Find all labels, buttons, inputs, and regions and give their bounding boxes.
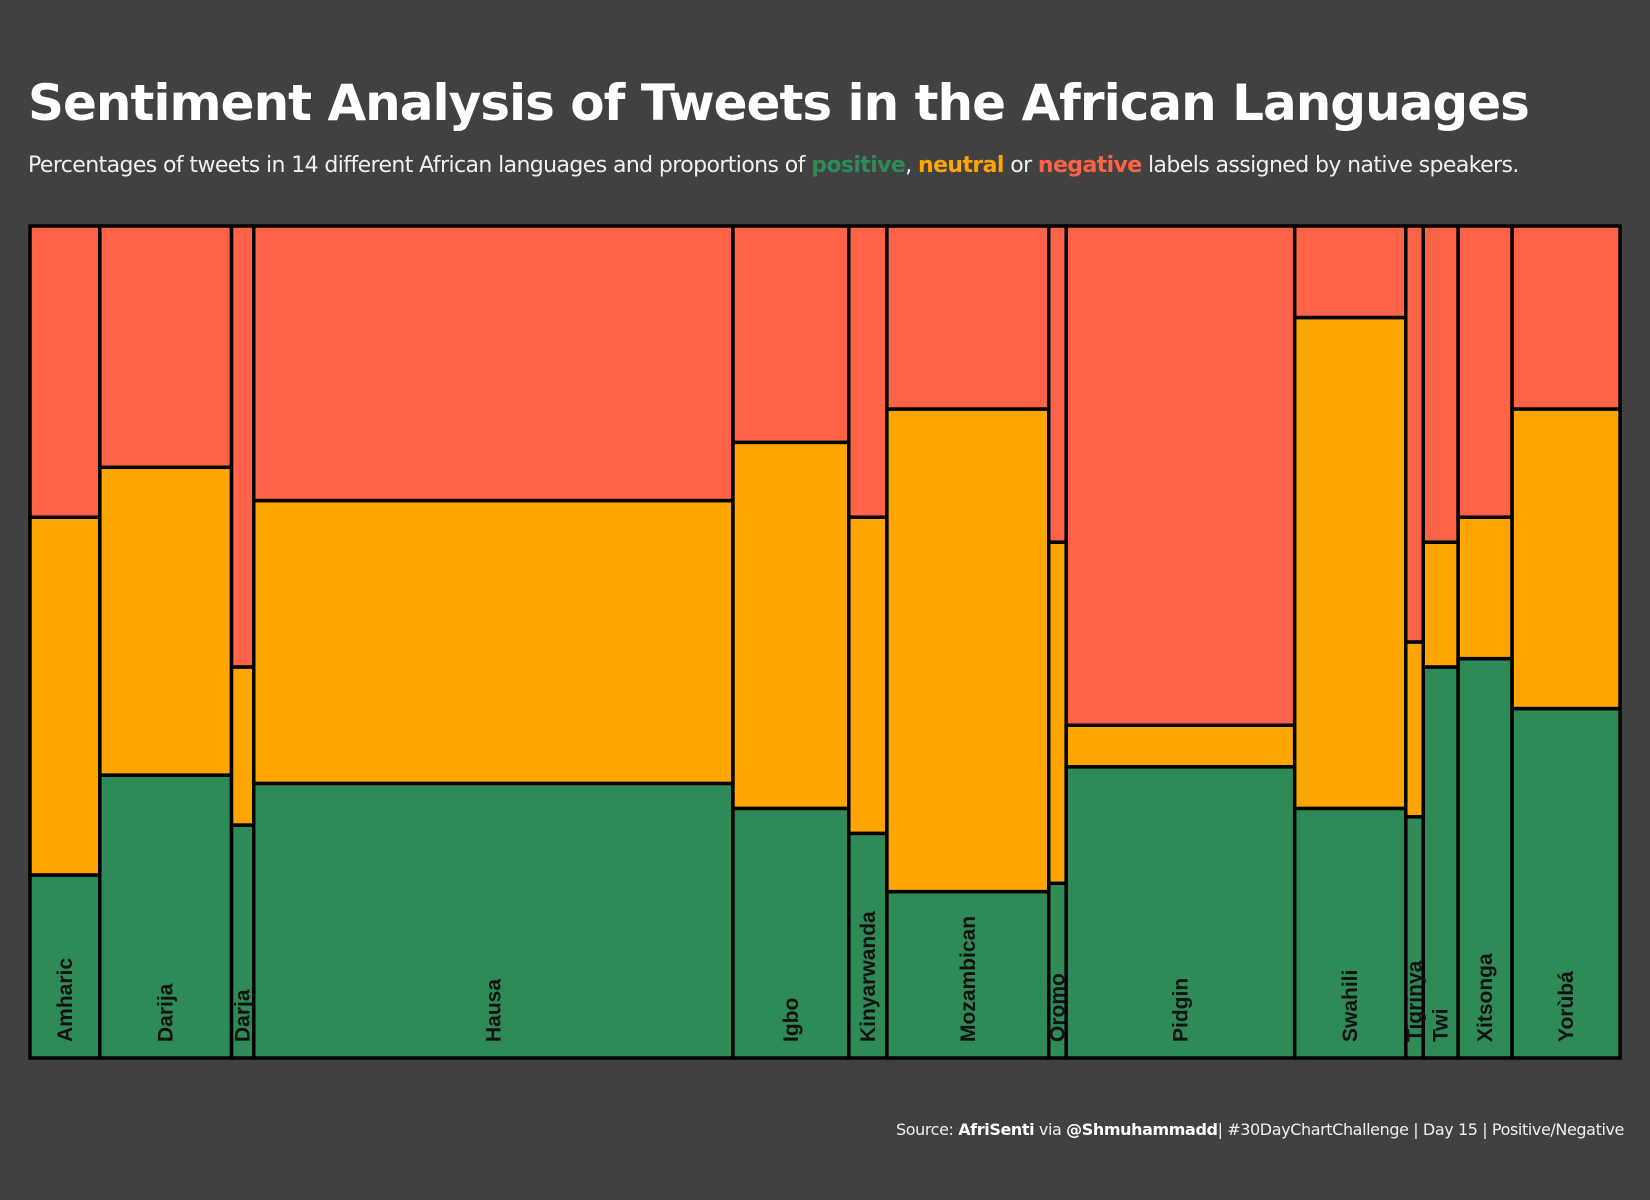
cell-positive-3 [251, 781, 735, 1060]
chart-labels: Amharic Darija Darja Hausa Igbo Kinyarwanda Mo… [54, 911, 1578, 1042]
subtitle-negative: negative [1037, 153, 1142, 178]
caption-via: via [1034, 1120, 1067, 1139]
cell-neutral-4 [731, 440, 851, 811]
chart-title: Sentiment Analysis of Tweets in the Afri… [28, 74, 1530, 132]
cell-negative-12 [1456, 224, 1514, 519]
category-label-7: Oromo [1046, 973, 1069, 1042]
cell-negative-0 [28, 224, 102, 519]
cell-negative-6 [885, 224, 1051, 411]
category-label-4: Igbo [780, 998, 803, 1042]
cell-neutral-5 [847, 515, 889, 836]
chart-subtitle: Percentages of tweets in 14 different Af… [28, 153, 1519, 178]
cell-positive-12 [1456, 656, 1514, 1060]
cell-neutral-10 [1404, 640, 1425, 819]
category-label-9: Swahili [1339, 970, 1362, 1042]
cell-neutral-11 [1421, 540, 1460, 669]
category-label-0: Amharic [54, 958, 77, 1042]
cell-negative-1 [98, 224, 234, 470]
subtitle-prefix: Percentages of tweets in 14 different Af… [28, 153, 812, 178]
chart-cells [28, 224, 1622, 1060]
cell-positive-11 [1421, 665, 1460, 1060]
subtitle-sep2: or [1003, 153, 1038, 178]
subtitle-suffix: labels assigned by native speakers. [1141, 153, 1519, 178]
cell-neutral-8 [1064, 723, 1297, 769]
caption-source: AfriSenti [958, 1120, 1035, 1139]
cell-negative-2 [229, 224, 256, 669]
cell-negative-10 [1404, 224, 1425, 644]
caption-handle: @Shmuhammadd [1066, 1120, 1218, 1139]
subtitle-sep1: , [905, 153, 919, 178]
cell-positive-8 [1064, 765, 1297, 1060]
category-label-3: Hausa [482, 979, 505, 1042]
category-label-10: Tigrinya [1404, 960, 1427, 1042]
cell-negative-5 [847, 224, 889, 519]
caption-source-label: Source: [895, 1120, 959, 1139]
cell-negative-3 [251, 224, 735, 503]
cell-negative-11 [1421, 224, 1460, 544]
cell-neutral-12 [1456, 515, 1514, 661]
category-label-11: Twi [1430, 1009, 1453, 1042]
cell-positive-5 [847, 831, 889, 1060]
cell-negative-4 [731, 224, 851, 445]
cell-positive-4 [731, 806, 851, 1060]
cell-neutral-13 [1510, 407, 1622, 711]
cell-negative-9 [1292, 224, 1408, 320]
category-label-8: Pidgin [1169, 978, 1192, 1042]
cell-neutral-6 [885, 407, 1051, 894]
category-label-6: Mozambican [957, 916, 980, 1042]
cell-neutral-3 [251, 498, 735, 786]
cell-neutral-1 [98, 465, 234, 777]
cell-neutral-2 [229, 665, 256, 827]
subtitle-positive: positive [811, 153, 906, 178]
category-label-12: Xitsonga [1474, 953, 1497, 1042]
cell-neutral-7 [1046, 540, 1068, 886]
cell-neutral-9 [1292, 315, 1408, 811]
cell-positive-6 [885, 889, 1051, 1060]
cell-negative-7 [1046, 224, 1068, 544]
caption-rest: | #30DayChartChallenge | Day 15 | Positi… [1217, 1120, 1625, 1139]
cell-positive-0 [28, 873, 102, 1060]
cell-negative-13 [1510, 224, 1622, 411]
category-label-5: Kinyarwanda [857, 911, 880, 1042]
cell-positive-13 [1510, 706, 1622, 1060]
subtitle-neutral: neutral [918, 153, 1004, 178]
cell-neutral-0 [28, 515, 102, 877]
category-label-1: Darija [155, 983, 178, 1042]
chart-caption: Source: AfriSenti via @Shmuhammadd| #30D… [896, 1120, 1624, 1139]
category-label-13: Yorùbá [1555, 971, 1578, 1042]
cell-negative-8 [1064, 224, 1297, 727]
category-label-2: Darja [232, 989, 255, 1042]
cell-positive-1 [98, 773, 234, 1060]
